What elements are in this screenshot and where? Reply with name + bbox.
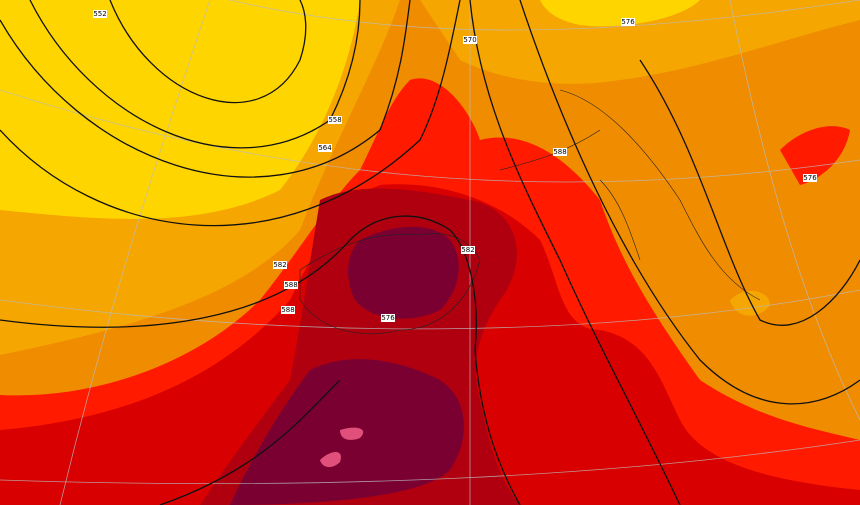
field-maroon xyxy=(348,226,459,319)
label-box xyxy=(281,306,295,314)
field-light-orange xyxy=(420,0,860,84)
label-box xyxy=(284,281,298,289)
label-box xyxy=(553,148,567,156)
label-box xyxy=(463,36,477,44)
contour-label: 570 xyxy=(463,36,476,44)
coastlines xyxy=(299,89,761,335)
contour-labels: 552 558 564 570 576 582 588 588 582 576 588 576 xyxy=(93,10,817,322)
label-box xyxy=(273,261,287,269)
field-pink xyxy=(320,427,364,468)
contour-label: 558 xyxy=(328,116,341,124)
label-box xyxy=(461,246,475,254)
field-red xyxy=(780,126,850,185)
contour-label: 576 xyxy=(803,174,817,182)
label-box xyxy=(381,314,395,322)
contour-label: 576 xyxy=(621,18,635,26)
label-box xyxy=(318,144,332,152)
contour-label: 588 xyxy=(281,306,294,314)
contour-label: 564 xyxy=(318,144,332,152)
contour-label: 582 xyxy=(461,246,474,254)
field-yellow xyxy=(540,0,700,27)
contour-label: 576 xyxy=(381,314,395,322)
label-box xyxy=(621,18,635,26)
field-yellow xyxy=(0,0,360,219)
contour-label: 582 xyxy=(273,261,286,269)
contour-label: 588 xyxy=(284,281,297,289)
label-box xyxy=(803,174,817,182)
contour-label: 588 xyxy=(553,148,566,156)
contour-label: 552 xyxy=(93,10,106,18)
label-box xyxy=(328,116,342,124)
label-box xyxy=(93,10,107,18)
